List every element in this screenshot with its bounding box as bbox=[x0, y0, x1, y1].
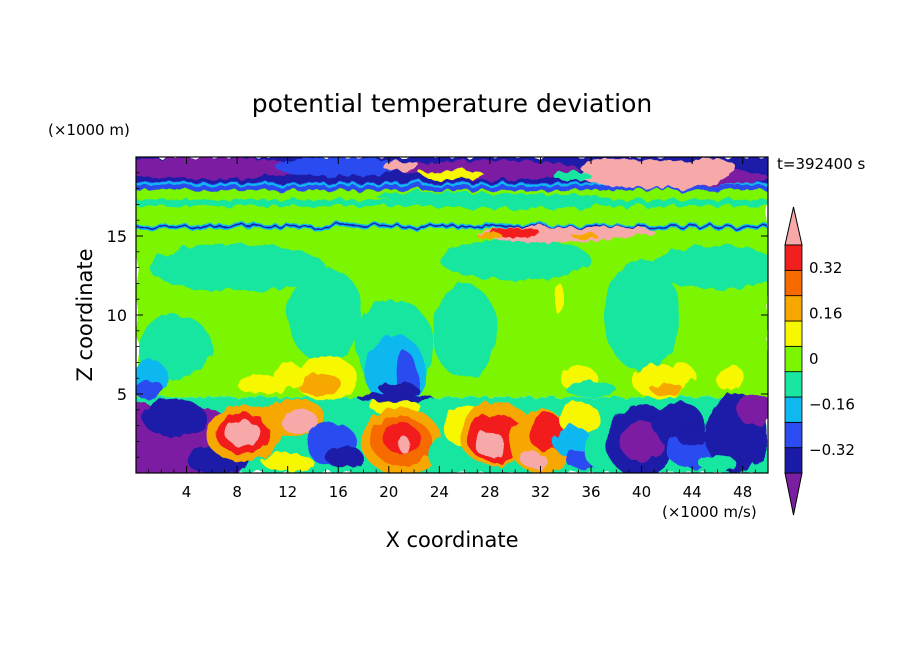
y-unit-label: (×1000 m) bbox=[48, 121, 130, 139]
colorbar-band bbox=[784, 396, 803, 423]
colorbar-band bbox=[784, 421, 803, 449]
x-tick-label: 32 bbox=[531, 483, 550, 501]
colorbar-band bbox=[784, 320, 803, 347]
colorbar-extend-top bbox=[784, 206, 803, 246]
x-tick-label: 40 bbox=[632, 483, 651, 501]
colorbar-band bbox=[784, 371, 803, 398]
x-unit-label: (×1000 m/s) bbox=[662, 503, 757, 521]
colorbar-tick-label: −0.32 bbox=[809, 441, 855, 459]
chart-title: potential temperature deviation bbox=[252, 89, 652, 118]
colorbar-band bbox=[784, 295, 803, 322]
x-tick-label: 44 bbox=[683, 483, 702, 501]
colorbar-tick-label: 0.16 bbox=[809, 304, 842, 322]
x-tick-label: 16 bbox=[329, 483, 348, 501]
colorbar-band bbox=[784, 345, 803, 373]
y-tick-label: 10 bbox=[107, 306, 127, 325]
contour-field bbox=[136, 157, 768, 473]
colorbar-tick-label: 0 bbox=[809, 350, 819, 368]
colorbar-band bbox=[784, 269, 803, 297]
time-label: t=392400 s bbox=[777, 155, 865, 173]
y-axis-label: Z coordinate bbox=[73, 248, 97, 381]
x-tick-label: 12 bbox=[278, 483, 297, 501]
colorbar-tick-label: 0.32 bbox=[809, 259, 842, 277]
x-axis-label: X coordinate bbox=[385, 528, 518, 552]
x-tick-label: 20 bbox=[379, 483, 398, 501]
x-tick-label: 4 bbox=[182, 483, 192, 501]
colorbar-band bbox=[784, 447, 803, 474]
colorbar-band bbox=[784, 244, 803, 271]
x-tick-label: 28 bbox=[480, 483, 499, 501]
y-tick-label: 5 bbox=[117, 385, 127, 404]
x-tick-label: 8 bbox=[232, 483, 242, 501]
x-tick-label: 36 bbox=[581, 483, 600, 501]
y-axis: 5 10 15 bbox=[107, 172, 768, 458]
colorbar: 0.32 0.16 0 −0.16 −0.32 bbox=[784, 206, 855, 516]
colorbar-tick-label: −0.16 bbox=[809, 396, 855, 414]
colorbar-extend-bottom bbox=[784, 472, 803, 516]
x-tick-label: 48 bbox=[733, 483, 752, 501]
x-axis: 4 8 12 16 20 24 28 32 36 40 44 48 bbox=[148, 157, 756, 501]
x-tick-label: 24 bbox=[430, 483, 449, 501]
y-tick-label: 15 bbox=[107, 227, 127, 246]
